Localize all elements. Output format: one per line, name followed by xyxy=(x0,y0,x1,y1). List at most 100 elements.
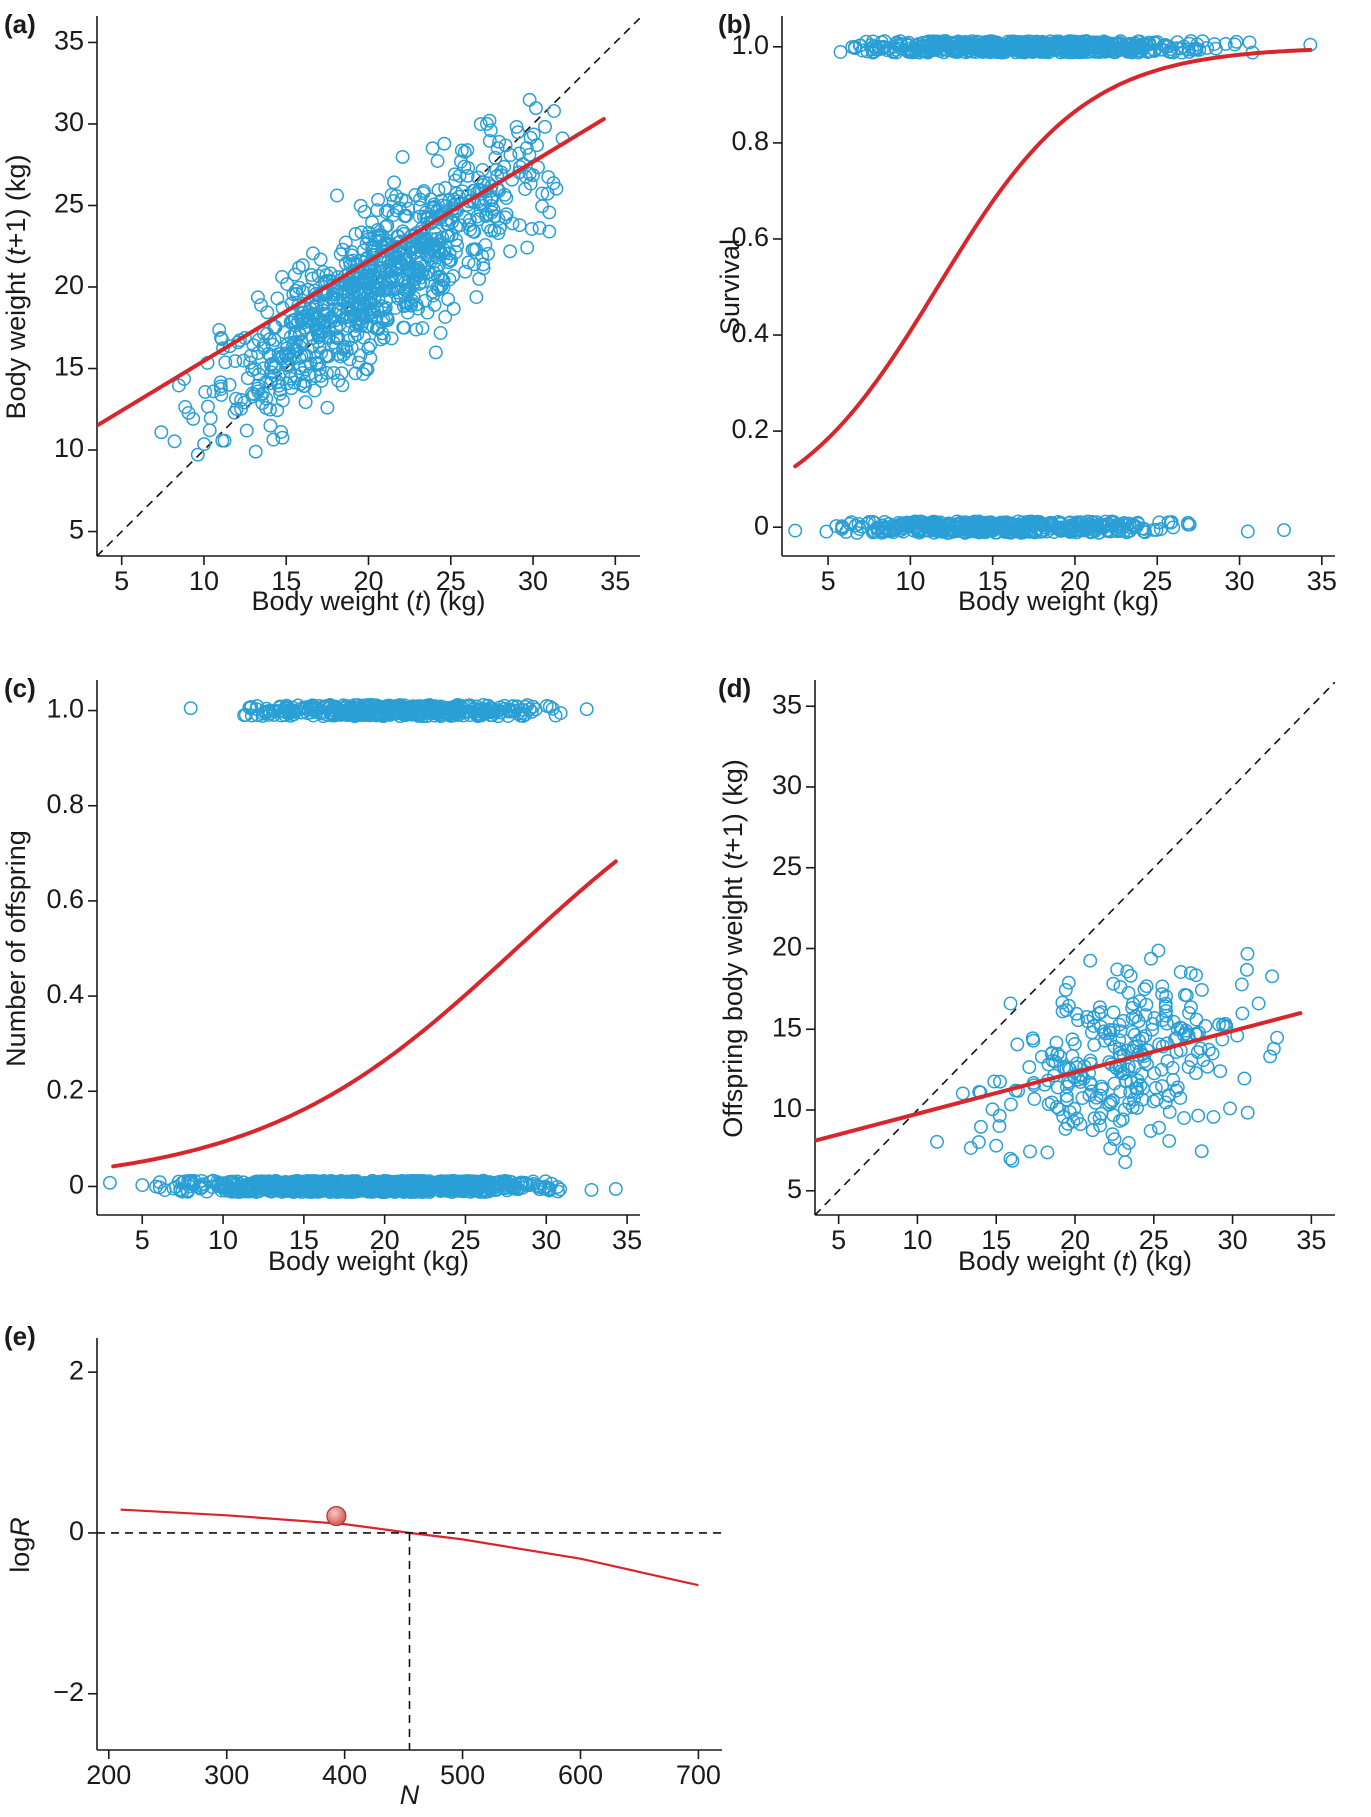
data-point xyxy=(1094,1079,1109,1094)
data-point xyxy=(460,143,475,158)
x-tick-label: 200 xyxy=(86,1760,131,1790)
data-point xyxy=(860,516,875,531)
data-point xyxy=(1151,943,1166,958)
data-point xyxy=(1106,45,1121,60)
data-point xyxy=(526,127,541,142)
data-point xyxy=(392,201,407,216)
data-point xyxy=(394,1174,409,1188)
data-point xyxy=(212,322,227,337)
data-point xyxy=(1195,34,1210,49)
panel-b: (b) 5 10 15 20 25 30 35 0 0.2 0.4 0.6 0.8 1.0 Body wei… xyxy=(715,9,1337,616)
panel-label: (c) xyxy=(4,673,36,703)
x-tick-label: 35 xyxy=(612,1225,642,1255)
data-point xyxy=(526,168,540,183)
y-tick-label: 5 xyxy=(787,1174,802,1204)
data-point xyxy=(453,154,468,169)
data-point xyxy=(1154,42,1168,57)
data-point xyxy=(239,423,254,438)
data-point xyxy=(1139,979,1154,994)
data-point xyxy=(255,1179,270,1194)
data-point xyxy=(354,225,369,240)
data-point xyxy=(430,154,445,168)
axis-title-part: t xyxy=(1122,1246,1131,1276)
data-point xyxy=(1140,45,1155,60)
data-point xyxy=(1106,1108,1121,1123)
data-point xyxy=(182,1173,197,1188)
data-point xyxy=(214,387,229,402)
data-point xyxy=(853,38,868,53)
data-point xyxy=(293,377,308,392)
data-point xyxy=(509,119,524,134)
reference-line-1to1 xyxy=(815,682,1335,1215)
x-tick-label: 25 xyxy=(436,566,466,596)
data-point xyxy=(1069,45,1084,59)
data-point xyxy=(376,312,391,327)
y-tick-label: 10 xyxy=(54,433,84,463)
data-point xyxy=(218,355,233,370)
data-point xyxy=(1277,523,1291,538)
data-point xyxy=(1263,1049,1278,1064)
data-point xyxy=(328,340,343,355)
data-point xyxy=(1106,1005,1121,1020)
data-point xyxy=(1126,1040,1141,1054)
data-point xyxy=(482,133,497,148)
data-point xyxy=(369,322,384,336)
x-tick-label: 600 xyxy=(558,1760,603,1790)
data-point xyxy=(248,444,263,459)
data-point xyxy=(499,207,514,222)
data-point xyxy=(1240,946,1255,961)
data-point xyxy=(1059,1079,1074,1094)
data-point xyxy=(251,381,265,396)
x-tick-label: 700 xyxy=(676,1760,721,1790)
data-point xyxy=(512,218,527,233)
data-point xyxy=(497,1176,512,1191)
y-axis-title: Body weight (t+1) (kg) xyxy=(1,155,31,420)
data-point xyxy=(1143,1123,1158,1138)
data-point xyxy=(330,188,344,203)
data-point xyxy=(1128,36,1143,51)
axis-title-part: Body weight ( xyxy=(958,1246,1122,1276)
data-point xyxy=(363,704,378,719)
x-tick-label: 35 xyxy=(1307,566,1337,596)
data-point xyxy=(1242,35,1257,50)
data-point xyxy=(425,141,440,156)
data-point xyxy=(535,186,550,201)
data-point xyxy=(528,702,543,717)
data-point xyxy=(404,264,419,279)
data-point xyxy=(962,520,977,535)
data-point xyxy=(196,1177,211,1192)
data-point xyxy=(1208,41,1223,56)
data-point xyxy=(1058,982,1073,997)
data-point xyxy=(927,42,942,57)
data-point xyxy=(1098,35,1113,50)
data-point xyxy=(545,701,560,716)
data-point xyxy=(469,290,484,305)
data-point xyxy=(1182,517,1197,532)
data-point xyxy=(433,326,448,340)
data-point xyxy=(1102,1022,1117,1037)
x-tick-label: 5 xyxy=(831,1225,846,1255)
panel-label: (a) xyxy=(4,9,36,39)
data-point xyxy=(227,405,242,420)
axis-title-part: +1) (kg) xyxy=(718,759,748,853)
data-point xyxy=(414,221,429,236)
data-point xyxy=(178,400,193,414)
data-point xyxy=(1139,997,1154,1012)
data-point xyxy=(152,1175,167,1190)
data-point xyxy=(992,1108,1007,1123)
y-tick-label: 15 xyxy=(54,352,84,382)
x-tick-label: 10 xyxy=(208,1225,238,1255)
data-point xyxy=(940,38,955,53)
data-point xyxy=(1071,1013,1086,1028)
data-point xyxy=(404,298,419,313)
data-point xyxy=(958,41,973,56)
data-point xyxy=(538,119,552,134)
data-point xyxy=(484,223,498,238)
data-point xyxy=(466,224,481,239)
data-point xyxy=(431,183,446,198)
data-point xyxy=(349,1174,364,1189)
data-point xyxy=(1049,1100,1064,1115)
data-point xyxy=(450,1183,465,1198)
data-point xyxy=(1080,514,1095,529)
